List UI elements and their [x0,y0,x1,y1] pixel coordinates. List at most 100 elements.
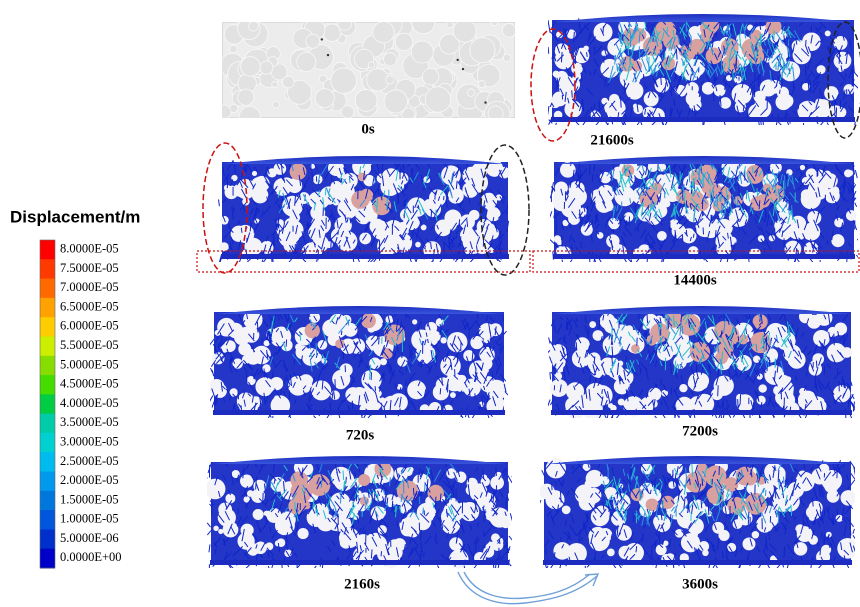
vector [636,546,637,552]
particle [801,189,813,201]
particle [238,89,254,105]
particle [817,65,826,74]
vector [682,326,683,334]
vector [796,530,797,535]
vector [833,514,834,522]
vector [349,177,350,183]
particle [653,515,666,528]
particle [395,33,412,50]
particle [430,331,441,342]
particle [619,546,632,559]
particle [412,319,417,324]
particle [217,105,231,119]
particle [272,101,279,108]
particle [786,376,791,381]
particle [747,25,753,31]
particle [752,531,759,538]
particle [301,384,310,393]
vector [300,334,301,341]
vector [375,386,376,391]
particle [453,20,476,43]
particle [553,190,561,198]
simulation-panel [548,8,860,135]
legend-label: 6.5000E-05 [60,299,119,313]
vector [587,206,588,217]
dot [462,68,464,70]
particle [355,89,377,111]
bottom-edge [553,254,855,259]
particle [368,62,375,69]
particle [586,488,601,503]
particle [359,233,371,245]
particle [846,210,857,221]
particle [545,490,564,509]
particle [657,231,667,241]
panel-content [543,300,855,427]
vector [587,52,588,57]
legend: 8.0000E-057.5000E-057.0000E-056.5000E-05… [40,240,122,569]
particle [338,16,352,30]
vector [775,359,776,368]
particle [844,169,852,177]
vector [272,416,273,423]
vector [722,205,723,213]
particle [488,511,500,523]
particle [586,470,604,488]
color-swatch [40,433,55,453]
particle [714,85,726,97]
particle [373,22,394,43]
vector [850,523,851,530]
vector [243,467,244,478]
vector [789,207,790,214]
legend-label: 1.0000E-05 [60,512,119,526]
particle [305,323,320,338]
vector [749,177,750,183]
particle [260,61,273,74]
particle [253,509,264,520]
particle [697,379,708,390]
particle [341,106,354,119]
vector [460,236,461,246]
particle [262,364,270,372]
particle [503,54,510,61]
simulation-panel [218,150,512,268]
particle [297,52,316,71]
vector [602,389,603,394]
color-swatch [40,414,55,434]
vector [617,494,618,499]
vector [696,228,697,234]
particle [422,68,439,85]
particle [441,165,461,185]
particle [490,476,504,490]
color-swatch [40,491,55,511]
particle [217,318,236,337]
color-swatch [40,240,55,260]
particle [624,212,634,222]
vector [827,240,828,245]
simulation-panel [543,300,855,427]
vector [815,517,816,524]
legend-label: 5.5000E-05 [60,338,119,352]
color-swatch [40,317,55,337]
particle [589,321,596,328]
panel-content [217,11,518,128]
particle [788,482,804,498]
particle [491,533,500,542]
simulation-panel [539,450,860,575]
particle [425,87,451,113]
vector [496,467,497,476]
panel-content [218,150,512,268]
panel-content [539,450,860,575]
particle [316,195,329,208]
particle [677,509,697,529]
dot [327,54,329,56]
particle [446,21,453,28]
vector [647,258,648,264]
particle [837,538,858,559]
legend-label: 6.0000E-05 [60,319,119,333]
particle [689,99,701,111]
particle [412,11,435,34]
particle [470,336,483,349]
vector [453,236,454,240]
color-swatch [40,298,55,318]
